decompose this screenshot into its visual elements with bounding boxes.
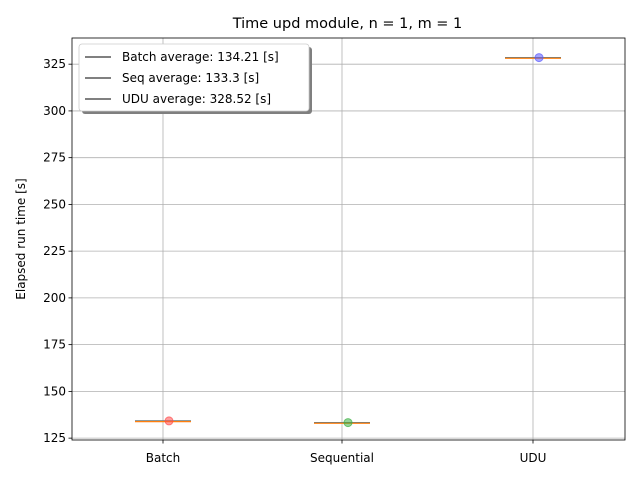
y-axis: 125 150 175 200 225 250 275 300 325 <box>43 57 72 445</box>
y-tick-label: 150 <box>43 384 66 398</box>
y-tick-label: 300 <box>43 104 66 118</box>
x-axis: Batch Sequential UDU <box>146 440 547 465</box>
legend-box <box>78 43 310 112</box>
x-tick-label-sequential: Sequential <box>310 451 374 465</box>
y-tick-label: 175 <box>43 338 66 352</box>
x-tick-label-batch: Batch <box>146 451 181 465</box>
y-tick-label: 275 <box>43 151 66 165</box>
chart-title: Time upd module, n = 1, m = 1 <box>232 16 463 32</box>
grid-lines <box>72 38 625 440</box>
x-tick-label-udu: UDU <box>520 451 547 465</box>
point-sequential <box>343 418 353 428</box>
plot-frame <box>71 37 626 441</box>
y-tick-label: 225 <box>43 244 66 258</box>
legend: Batch average: 134.21 [s] Seq average: 13… <box>78 43 312 114</box>
point-udu <box>534 53 544 63</box>
y-tick-label: 325 <box>43 57 66 71</box>
plot-marks <box>135 53 561 428</box>
legend-entry: Batch average: 134.21 [s] <box>122 50 279 64</box>
y-tick-label: 125 <box>43 431 66 445</box>
point-batch <box>164 416 174 426</box>
y-tick-label: 200 <box>43 291 66 305</box>
y-axis-label: Elapsed run time [s] <box>14 178 28 299</box>
y-tick-label: 250 <box>43 197 66 211</box>
legend-entry: UDU average: 328.52 [s] <box>122 92 271 106</box>
legend-entry: Seq average: 133.3 [s] <box>122 71 259 85</box>
